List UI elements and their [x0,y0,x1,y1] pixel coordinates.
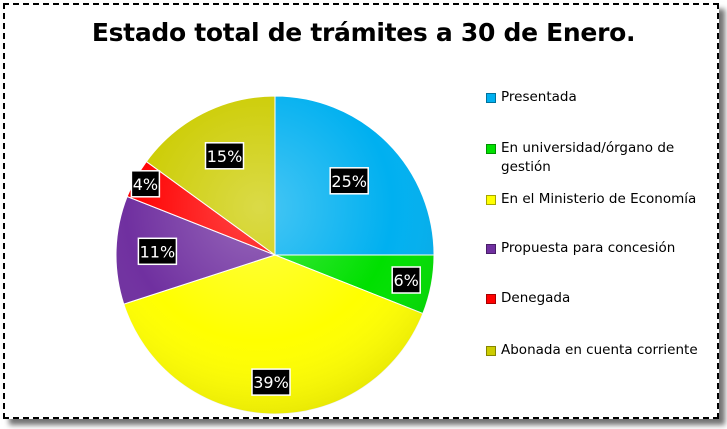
legend-swatch [486,294,496,304]
data-label-box [204,142,245,170]
data-label-box [130,170,161,198]
legend-item: Presentada [486,88,706,107]
data-label-text: 6% [394,271,419,290]
data-label-text: 39% [253,373,289,392]
data-label: 15% [204,142,245,170]
chart-title: Estado total de trámites a 30 de Enero. [91,18,636,47]
data-label: 11% [137,237,178,266]
legend-label: En el Ministerio de Economía [501,191,697,207]
legend-label: En universidad/órgano de gestión [501,140,675,175]
data-label: 25% [329,167,369,195]
legend-label: Propuesta para concesión [501,240,676,256]
legend-swatch [486,144,496,154]
legend-swatch [486,244,496,254]
data-label-box [329,167,369,195]
legend-item: Abonada en cuenta corriente [486,341,706,360]
data-label-text: 25% [331,172,367,191]
data-label: 4% [130,170,161,198]
legend-swatch [486,195,496,205]
legend-swatch [486,346,496,356]
legend-item: En el Ministerio de Economía [486,190,706,209]
legend-item: En universidad/órgano de gestión [486,139,706,177]
legend-item: Denegada [486,289,706,308]
data-label-box [391,266,421,294]
data-label-text: 11% [140,242,176,261]
data-label-text: 15% [207,147,243,166]
legend-label: Denegada [501,290,571,306]
legend-swatch [486,93,496,103]
legend-label: Presentada [501,89,577,105]
data-label-text: 4% [133,175,158,194]
legend-label: Abonada en cuenta corriente [501,342,698,358]
data-label: 6% [391,266,421,294]
data-label-box [137,237,178,266]
data-label-box [251,368,291,396]
legend-item: Propuesta para concesión [486,239,706,258]
data-label: 39% [251,368,291,396]
